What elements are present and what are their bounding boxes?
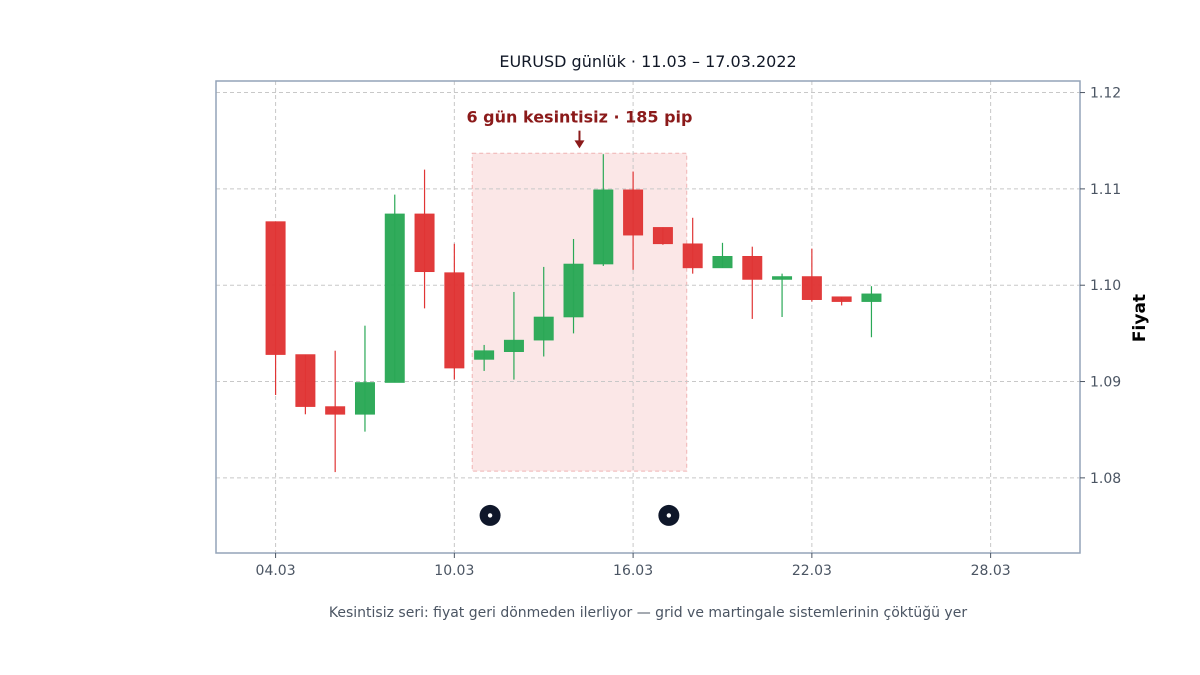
candle-down <box>742 246 763 319</box>
candle-body <box>712 256 733 269</box>
y-tick-label: 1.10 <box>1090 278 1121 294</box>
chart-caption: Kesintisiz seri: fiyat geri dönmeden ile… <box>329 605 967 621</box>
candle-down <box>414 169 435 309</box>
candle-body <box>652 227 673 245</box>
annotation-text: 6 gün kesintisiz · 185 pip <box>466 108 692 127</box>
candle-down <box>265 221 286 396</box>
candle-body <box>325 406 346 415</box>
y-tick-label: 1.09 <box>1090 375 1121 391</box>
candle-up <box>384 194 405 383</box>
candle-body <box>474 350 495 360</box>
candle-body <box>384 213 405 383</box>
y-tick-label: 1.12 <box>1090 86 1121 102</box>
candle-body <box>503 339 524 352</box>
candle-body <box>444 272 465 369</box>
candle-up <box>563 238 584 334</box>
candle-up <box>533 266 554 357</box>
y-tick-label: 1.11 <box>1090 182 1121 198</box>
plot-frame <box>215 80 1081 554</box>
candle-body <box>742 256 763 280</box>
candle-body <box>265 221 286 355</box>
candle-body <box>533 316 554 341</box>
candle-down <box>682 217 703 274</box>
candle-body <box>623 189 644 236</box>
candles <box>265 154 882 473</box>
candle-up <box>593 154 614 266</box>
candle-up <box>772 273 793 317</box>
event-marker-dot <box>487 513 493 518</box>
chart-title: EURUSD günlük · 11.03 – 17.03.2022 <box>499 52 796 71</box>
candle-down <box>295 354 316 415</box>
candle-body <box>772 276 793 280</box>
candle-body <box>295 354 316 407</box>
annotation: 6 gün kesintisiz · 185 pip <box>466 108 692 149</box>
candle-body <box>682 243 703 269</box>
candle-down <box>652 227 673 245</box>
candle-up <box>861 286 882 338</box>
candle-body <box>414 213 435 273</box>
event-markers <box>479 504 680 526</box>
grid-lines <box>216 81 1080 553</box>
candle-body <box>801 276 822 300</box>
x-axis-ticks: 04.03 10.03 16.03 22.03 28.03 <box>256 553 1011 579</box>
candle-body <box>831 296 852 302</box>
y-axis-ticks: 1.08 1.09 1.10 1.11 1.12 <box>1080 86 1121 487</box>
x-tick-label: 16.03 <box>613 563 653 579</box>
x-tick-label: 22.03 <box>792 563 832 579</box>
candle-up <box>474 344 495 371</box>
candle-down <box>623 171 644 270</box>
x-tick-label: 28.03 <box>971 563 1011 579</box>
candle-down <box>801 248 822 302</box>
candle-down <box>831 296 852 306</box>
candle-body <box>861 293 882 302</box>
candle-body <box>354 382 375 415</box>
candle-up <box>503 291 524 380</box>
y-tick-label: 1.08 <box>1090 471 1121 487</box>
x-tick-label: 04.03 <box>256 563 296 579</box>
event-marker <box>479 504 501 526</box>
candle-down <box>325 350 346 473</box>
annotation-arrow-head <box>574 140 585 149</box>
event-marker-dot <box>666 513 672 518</box>
x-tick-label: 10.03 <box>434 563 474 579</box>
candle-up <box>354 325 375 432</box>
candle-down <box>444 243 465 380</box>
candle-body <box>593 189 614 265</box>
y-axis-label: Fiyat <box>1130 294 1150 342</box>
candle-body <box>563 263 584 318</box>
candle-up <box>712 242 733 269</box>
event-marker <box>658 504 680 526</box>
